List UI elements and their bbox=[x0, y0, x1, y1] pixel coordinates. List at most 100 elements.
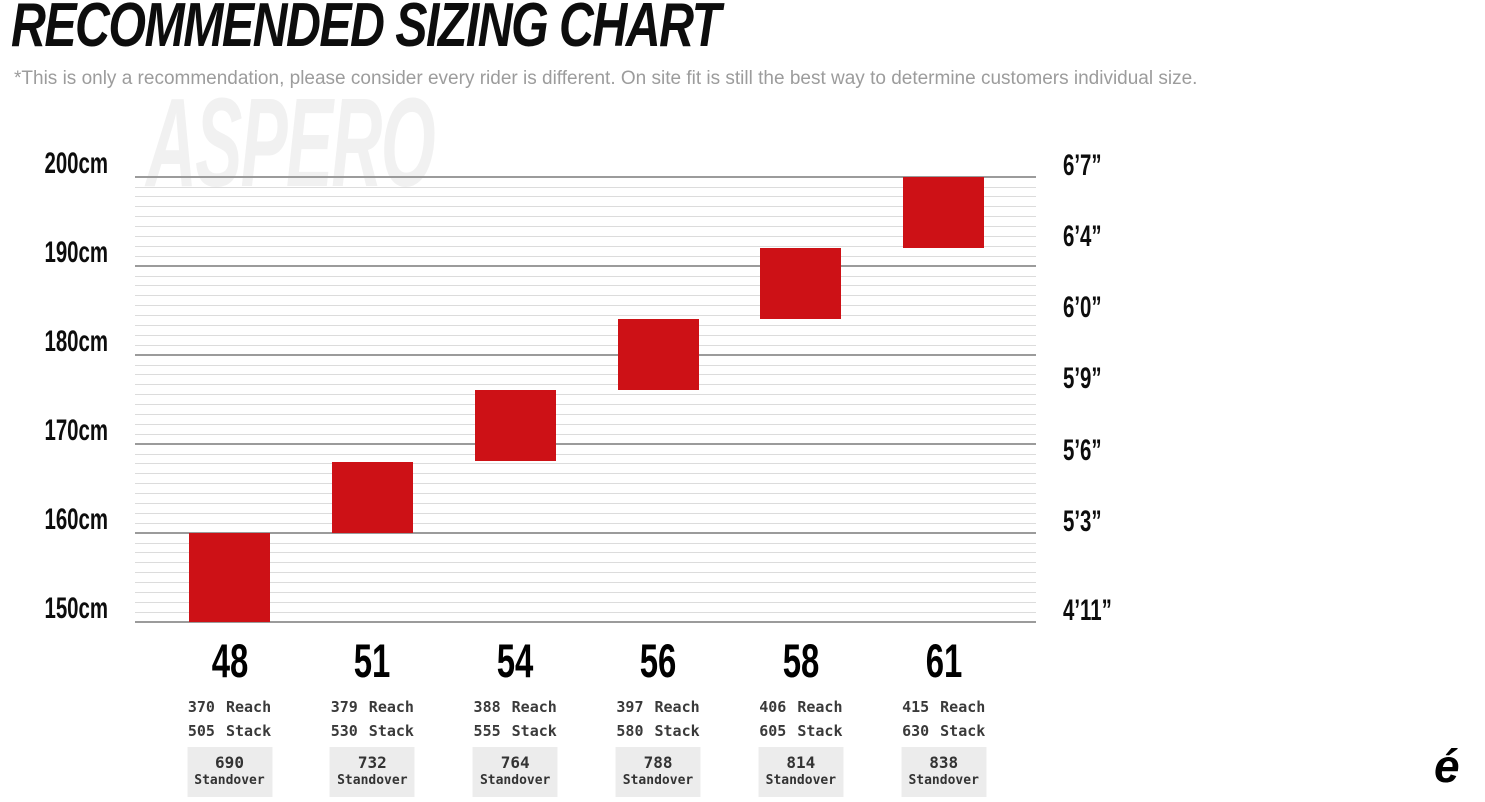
standover-label: Standover bbox=[337, 773, 408, 788]
stack-row: 530 Stack bbox=[287, 722, 457, 740]
standover-box: 788 Standover bbox=[615, 747, 701, 797]
grid-line-minor bbox=[135, 552, 1036, 554]
reach-row: 370 Reach bbox=[145, 698, 315, 716]
grid-line-major bbox=[135, 442, 1036, 445]
grid-line-minor bbox=[135, 275, 1036, 277]
standover-label: Standover bbox=[479, 773, 551, 788]
grid-line-minor bbox=[135, 611, 1036, 613]
grid-line-minor bbox=[135, 334, 1036, 336]
frame-size-label: 48 bbox=[211, 634, 248, 687]
reach-label: Reach bbox=[368, 698, 414, 716]
size-bar bbox=[331, 461, 413, 533]
stack-value: 505 bbox=[187, 722, 215, 740]
reach-label: Reach bbox=[654, 698, 700, 716]
page-title: RECOMMENDED SIZING CHART bbox=[11, 0, 721, 60]
y-axis-left-tick: 160cm bbox=[44, 502, 108, 536]
grid-line-minor bbox=[135, 572, 1036, 574]
grid-line-major bbox=[135, 175, 1036, 178]
stack-label: Stack bbox=[511, 722, 557, 740]
size-bar bbox=[474, 390, 556, 462]
standover-value: 732 bbox=[357, 753, 387, 772]
standover-label: Standover bbox=[765, 773, 837, 788]
grid-line-minor bbox=[135, 325, 1036, 327]
grid-line-minor bbox=[135, 206, 1036, 208]
standover-value: 788 bbox=[643, 753, 673, 772]
reach-label: Reach bbox=[940, 698, 986, 716]
stack-label: Stack bbox=[797, 722, 843, 740]
grid-line-major bbox=[135, 531, 1036, 534]
grid-line-minor bbox=[135, 384, 1036, 386]
stack-row: 630 Stack bbox=[859, 722, 1029, 740]
size-bar bbox=[189, 532, 270, 622]
y-axis-right-tick: 5’6” bbox=[1063, 433, 1102, 467]
grid-line-minor bbox=[135, 562, 1036, 564]
reach-value: 397 bbox=[616, 698, 644, 716]
grid-line-major bbox=[135, 264, 1036, 267]
grid-line-minor bbox=[135, 463, 1036, 465]
reach-value: 415 bbox=[902, 698, 930, 716]
reach-value: 379 bbox=[330, 698, 358, 716]
y-axis-left-tick: 200cm bbox=[44, 146, 108, 180]
standover-box: 764 Standover bbox=[472, 747, 558, 797]
reach-label: Reach bbox=[225, 698, 272, 716]
standover-box: 838 Standover bbox=[901, 747, 987, 797]
standover-label: Standover bbox=[908, 773, 979, 788]
grid-line-minor bbox=[135, 364, 1036, 366]
y-axis-left-tick: 170cm bbox=[44, 413, 108, 447]
y-axis-right-tick: 6’0” bbox=[1063, 291, 1102, 325]
reach-row: 406 Reach bbox=[716, 698, 886, 716]
size-bar bbox=[760, 247, 842, 320]
grid-line-minor bbox=[135, 285, 1036, 287]
stack-value: 630 bbox=[902, 722, 930, 740]
grid-line-minor bbox=[135, 423, 1036, 425]
grid-line-minor bbox=[135, 453, 1036, 455]
grid-line-minor bbox=[135, 315, 1036, 317]
grid-line-minor bbox=[135, 394, 1036, 396]
grid-line-minor bbox=[135, 512, 1036, 514]
frame-size-label: 61 bbox=[925, 634, 962, 687]
reach-row: 397 Reach bbox=[573, 698, 743, 716]
standover-value: 838 bbox=[929, 753, 959, 772]
grid-line-minor bbox=[135, 414, 1036, 416]
standover-label: Standover bbox=[194, 773, 265, 788]
grid-line-minor bbox=[135, 216, 1036, 218]
frame-size-label: 58 bbox=[782, 634, 820, 687]
size-bar bbox=[903, 176, 985, 248]
y-axis-left-tick: 180cm bbox=[44, 324, 108, 358]
stack-value: 555 bbox=[473, 722, 501, 740]
grid-line-minor bbox=[135, 295, 1036, 297]
grid-line-minor bbox=[135, 186, 1036, 188]
standover-label: Standover bbox=[622, 773, 694, 788]
grid-line-minor bbox=[135, 245, 1036, 247]
grid-line-minor bbox=[135, 493, 1036, 495]
grid-line-minor bbox=[135, 592, 1036, 594]
y-axis-left-tick: 190cm bbox=[44, 235, 108, 269]
reach-value: 370 bbox=[187, 698, 215, 716]
stack-row: 605 Stack bbox=[716, 722, 886, 740]
reach-label: Reach bbox=[511, 698, 557, 716]
grid-line-minor bbox=[135, 226, 1036, 228]
grid-line-minor bbox=[135, 483, 1036, 485]
stack-row: 555 Stack bbox=[430, 722, 600, 740]
stack-value: 580 bbox=[616, 722, 644, 740]
frame-size-label: 56 bbox=[639, 634, 677, 687]
standover-box: 732 Standover bbox=[329, 747, 415, 797]
stack-value: 605 bbox=[759, 722, 787, 740]
stack-value: 530 bbox=[330, 722, 358, 740]
grid-line-minor bbox=[135, 433, 1036, 435]
stack-label: Stack bbox=[225, 722, 272, 740]
standover-box: 814 Standover bbox=[758, 747, 844, 797]
y-axis-left-tick: 150cm bbox=[44, 591, 108, 625]
reach-row: 415 Reach bbox=[859, 698, 1029, 716]
y-axis-right-tick: 5’9” bbox=[1063, 362, 1102, 396]
y-axis-right-tick: 5’3” bbox=[1063, 504, 1102, 538]
grid-line-minor bbox=[135, 305, 1036, 307]
grid-line-minor bbox=[135, 542, 1036, 544]
y-axis-right-tick: 6’7” bbox=[1063, 148, 1102, 182]
reach-value: 388 bbox=[473, 698, 501, 716]
page-subtitle: *This is only a recommendation, please c… bbox=[14, 68, 1198, 89]
grid-line-minor bbox=[135, 344, 1036, 346]
grid-line-minor bbox=[135, 196, 1036, 198]
y-axis-right-tick: 6’4” bbox=[1063, 219, 1102, 253]
